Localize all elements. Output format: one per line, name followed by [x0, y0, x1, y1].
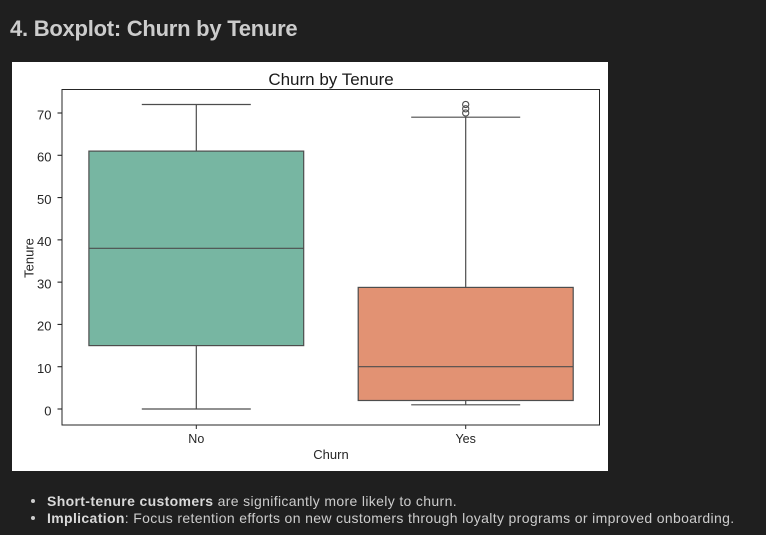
svg-text:10: 10	[37, 361, 51, 376]
svg-text:Churn: Churn	[313, 447, 348, 462]
svg-text:70: 70	[37, 107, 51, 122]
svg-text:20: 20	[37, 319, 51, 334]
svg-text:40: 40	[37, 234, 51, 249]
svg-text:30: 30	[37, 276, 51, 291]
svg-text:Tenure: Tenure	[22, 238, 37, 278]
svg-text:No: No	[188, 432, 204, 446]
svg-text:Yes: Yes	[455, 432, 475, 446]
svg-text:0: 0	[44, 403, 51, 418]
svg-text:Churn by Tenure: Churn by Tenure	[268, 70, 393, 89]
svg-text:50: 50	[37, 192, 51, 207]
svg-text:60: 60	[37, 150, 51, 165]
